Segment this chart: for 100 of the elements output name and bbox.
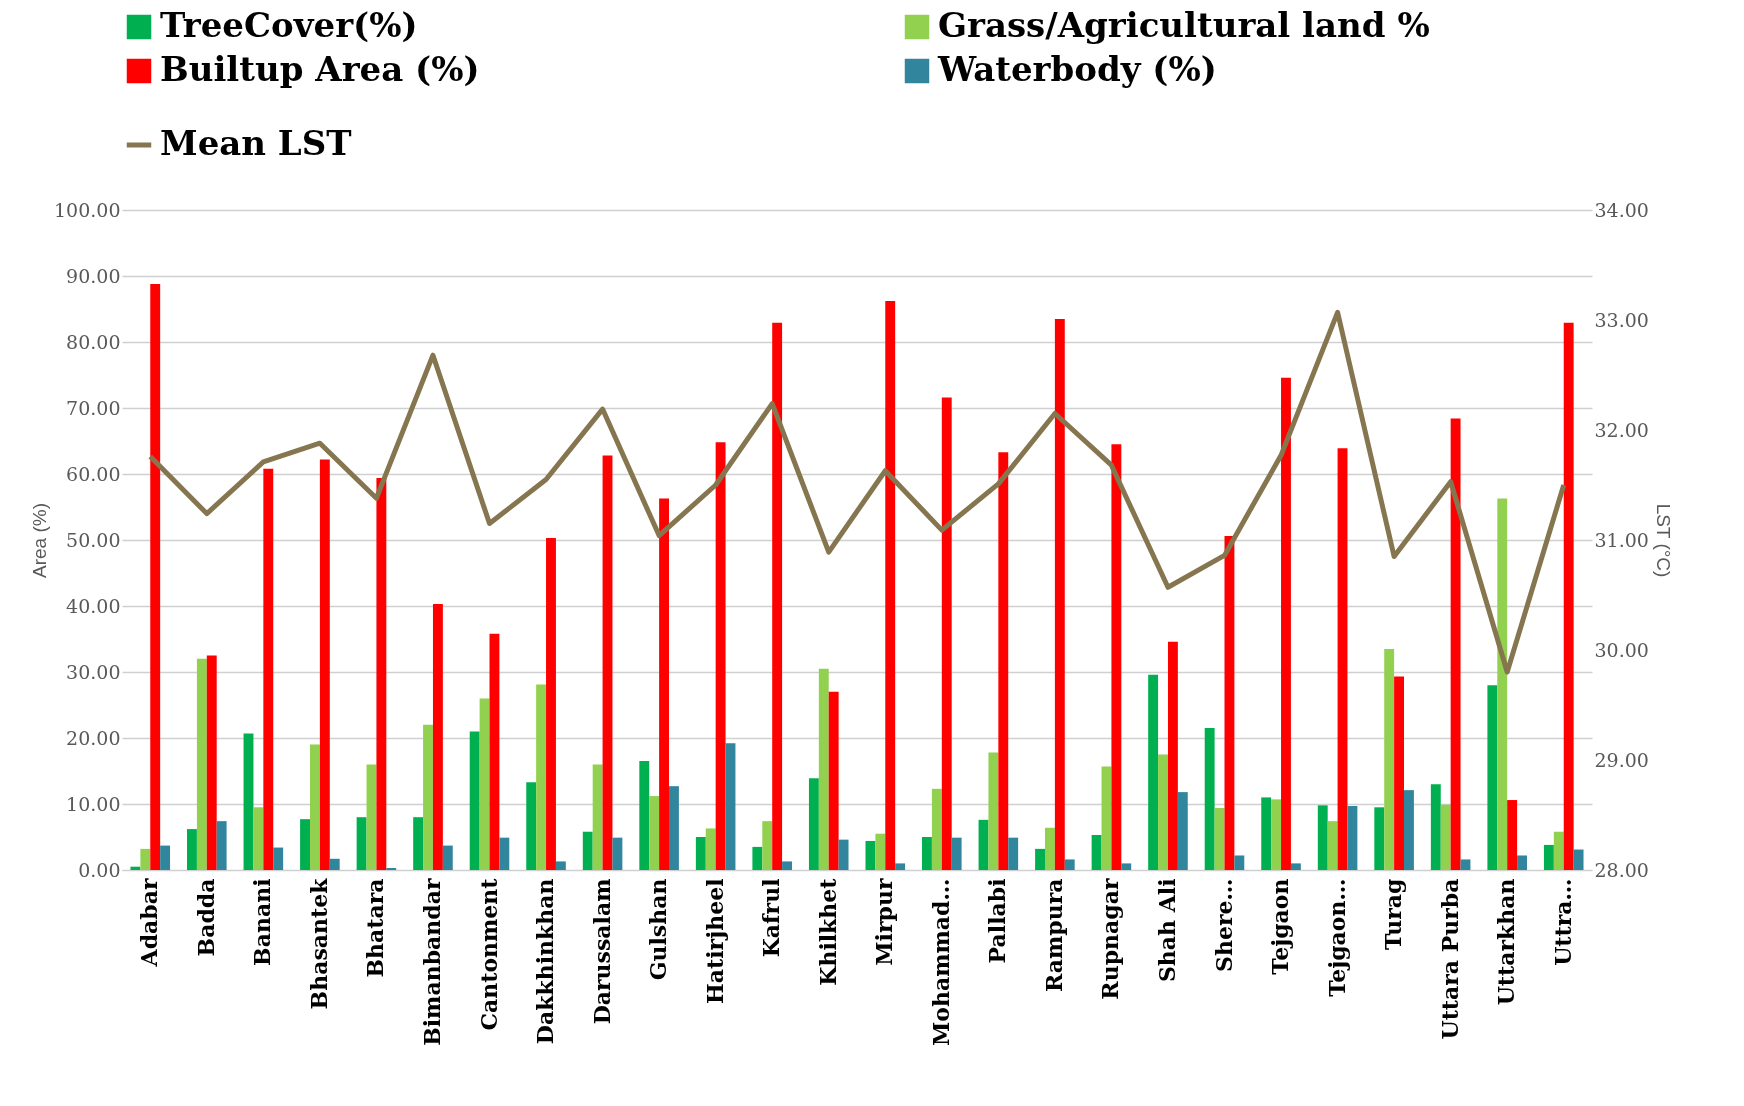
bar — [536, 684, 547, 870]
bar — [140, 848, 151, 870]
bar — [659, 498, 670, 870]
bar — [1008, 837, 1019, 870]
y2-tick-label: 29.00 — [1594, 748, 1649, 771]
x-tick-label: Pallabi — [984, 878, 1011, 964]
x-tick-label: Bhatara — [362, 878, 389, 978]
x-tick-label: Uttara Purba — [1436, 878, 1463, 1040]
legend-label: Builtup Area (%) — [160, 49, 480, 89]
x-tick-label: Cantonment — [475, 877, 502, 1031]
x-tick-label: Shere… — [1210, 878, 1237, 972]
bar — [1374, 807, 1385, 870]
bar — [1384, 648, 1395, 870]
bar — [818, 668, 829, 870]
legend-label: TreeCover(%) — [160, 5, 418, 45]
bar — [998, 452, 1009, 870]
bar — [479, 698, 490, 870]
bar — [1044, 827, 1055, 870]
x-tick-label: Banani — [249, 878, 276, 966]
bar — [762, 821, 773, 870]
bar — [978, 819, 989, 870]
bar — [639, 761, 650, 870]
bar — [808, 778, 819, 870]
bar — [1271, 799, 1282, 870]
bar — [442, 845, 453, 870]
bar — [319, 459, 330, 870]
bar — [499, 837, 510, 870]
bar — [206, 655, 217, 870]
y-tick-label: 20.00 — [66, 726, 121, 749]
bar — [1111, 444, 1122, 870]
y2-tick-label: 32.00 — [1594, 418, 1649, 441]
bar — [1064, 859, 1075, 870]
x-tick-label: Rampura — [1040, 878, 1067, 993]
bar — [1517, 855, 1527, 870]
y2-tick-label: 33.00 — [1594, 308, 1649, 331]
bar — [356, 817, 367, 870]
bar — [875, 833, 886, 870]
bar — [1573, 849, 1584, 870]
bar — [582, 831, 593, 870]
bar — [1148, 674, 1159, 870]
y-tick-label: 0.00 — [78, 858, 121, 881]
bar — [649, 796, 660, 870]
bar — [941, 397, 952, 870]
x-tick-label: Uttarkhan — [1493, 878, 1520, 1006]
x-tick-label: Uttra… — [1549, 878, 1576, 966]
x-tick-label: Gulshan — [645, 878, 672, 981]
bar — [546, 538, 556, 870]
bar — [1337, 448, 1348, 870]
y2-tick-label: 34.00 — [1594, 198, 1649, 221]
bar — [1553, 831, 1564, 870]
bar — [263, 468, 274, 870]
bar — [838, 839, 849, 870]
bar — [1317, 805, 1328, 870]
y2-tick-label: 28.00 — [1594, 858, 1649, 881]
bar — [329, 858, 340, 870]
bar — [1121, 863, 1132, 870]
bar — [1543, 844, 1554, 870]
bar — [413, 817, 424, 870]
y-tick-label: 50.00 — [66, 528, 121, 551]
bar — [922, 837, 932, 870]
bar — [526, 782, 537, 870]
bar — [1563, 322, 1574, 870]
legend-label: Waterbody (%) — [937, 49, 1217, 89]
x-tick-label: Tejgaon — [1267, 878, 1294, 975]
y2-tick-label: 30.00 — [1594, 638, 1649, 661]
x-tick-label: Dakkhinkhan — [532, 878, 559, 1045]
bar — [885, 301, 896, 870]
bar — [216, 821, 227, 870]
bar — [725, 743, 736, 870]
bar — [1054, 318, 1065, 870]
bar — [1507, 800, 1518, 870]
bar — [309, 744, 320, 870]
bar — [931, 788, 942, 870]
bar — [1167, 641, 1178, 870]
x-tick-label: Turag — [1380, 878, 1407, 951]
y-tick-label: 70.00 — [66, 396, 121, 419]
x-tick-label: Adabar — [136, 878, 163, 968]
bar — [1177, 792, 1188, 870]
bar — [1450, 418, 1461, 870]
bar — [1487, 685, 1498, 870]
bar — [592, 764, 603, 870]
bar — [150, 283, 161, 870]
x-tick-label: Shah Ali — [1153, 878, 1180, 983]
x-tick-label: Hatirjheel — [701, 878, 728, 1004]
x-tick-label: Bimanbandar — [418, 878, 445, 1046]
x-tick-label: Mirpur — [871, 878, 898, 966]
bar — [1214, 807, 1225, 870]
bar — [423, 724, 433, 870]
bar — [1261, 797, 1272, 870]
y2-axis-title: LST (°C) — [1652, 503, 1674, 578]
y2-tick-label: 31.00 — [1594, 528, 1649, 551]
bar — [612, 837, 623, 870]
bar — [752, 846, 763, 870]
bar — [1290, 863, 1301, 870]
x-tick-label: Mohammad… — [927, 878, 954, 1046]
bar — [1158, 754, 1168, 870]
bar — [1404, 790, 1414, 870]
bar — [376, 477, 387, 870]
bar — [489, 633, 500, 870]
y-axis-title: Area (%) — [29, 503, 51, 578]
